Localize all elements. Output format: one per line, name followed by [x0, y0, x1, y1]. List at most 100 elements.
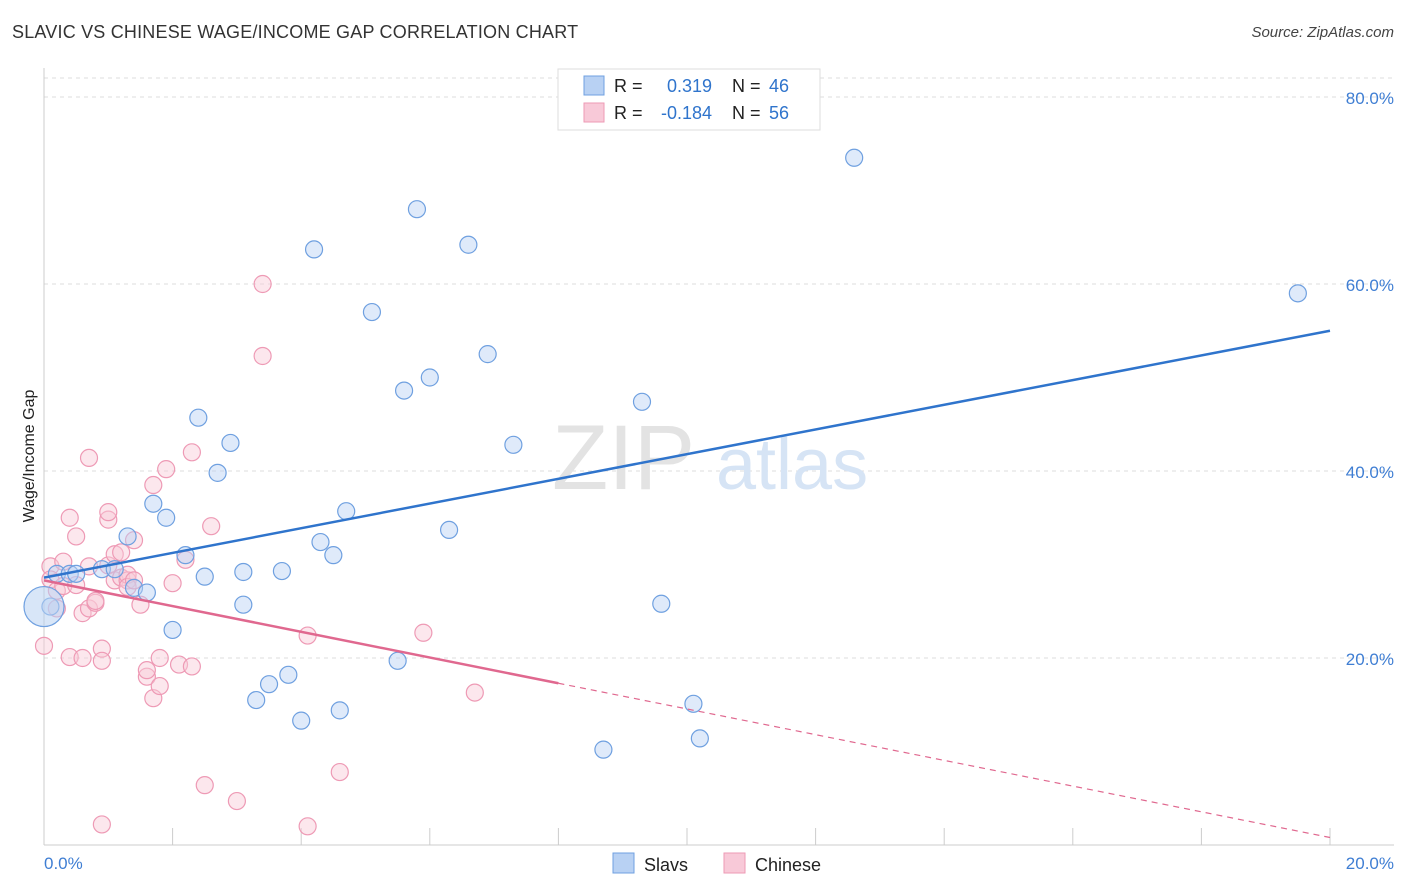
chart-title: SLAVIC VS CHINESE WAGE/INCOME GAP CORREL… — [12, 22, 579, 42]
y-axis-label: Wage/Income Gap — [21, 390, 38, 523]
chinese-point-31 — [124, 571, 144, 590]
chinese-point-8 — [60, 647, 79, 667]
slavs-point-39 — [632, 392, 652, 411]
watermark-atlas: atlas — [716, 425, 868, 505]
chinese-point-46 — [195, 776, 214, 795]
chinese-point-23 — [99, 503, 118, 522]
slavs-point-43 — [845, 148, 864, 167]
chinese-point-21 — [99, 510, 118, 529]
legend-slavs-n-value: 46 — [769, 76, 789, 96]
slavs-point-25 — [311, 532, 330, 552]
chinese-point-0 — [34, 636, 54, 655]
chinese-point-55 — [465, 683, 484, 702]
chinese-point-20 — [92, 815, 111, 834]
y-axis-tick-labels: 20.0% 40.0% 60.0% 80.0% — [1346, 89, 1394, 669]
slavs-point-8 — [137, 583, 156, 602]
x-tick-label-max: 20.0% — [1346, 854, 1394, 873]
chinese-point-53 — [330, 762, 349, 782]
chinese-point-17 — [86, 591, 105, 611]
slavs-point-34 — [439, 520, 459, 540]
chinese-point-45 — [182, 657, 201, 676]
chinese-point-54 — [414, 623, 433, 642]
slavs-point-24 — [304, 240, 324, 259]
legend-slavs-r-label: R = — [614, 76, 643, 96]
chinese-point-11 — [73, 648, 92, 668]
legend-chinese-n-value: 56 — [769, 103, 789, 123]
slavs-point-9 — [144, 494, 163, 513]
chinese-point-40 — [157, 460, 176, 479]
chinese-point-38 — [150, 676, 169, 696]
y-tick-label-80: 80.0% — [1346, 89, 1394, 108]
chinese-point-50 — [253, 274, 272, 294]
slavs-point-35 — [459, 235, 478, 254]
legend-bottom-chinese-swatch — [723, 852, 746, 874]
chinese-point-7 — [60, 508, 79, 527]
slavs-point-20 — [259, 675, 279, 694]
slavs-point-28 — [337, 502, 356, 521]
x-axis-ticks — [43, 828, 1331, 845]
slavs-point-10 — [157, 508, 176, 527]
slavs-point-6 — [118, 527, 137, 546]
slavs-point-22 — [279, 665, 298, 684]
legend-bottom-chinese-label: Chinese — [755, 855, 821, 875]
slavs-point-31 — [394, 381, 414, 400]
slavs-point-3 — [67, 564, 86, 583]
slavs-point-42 — [690, 729, 709, 748]
slavs-point-21 — [272, 561, 292, 581]
series-chinese-points — [34, 274, 484, 836]
legend-bottom-slavs-label: Slavs — [644, 855, 688, 875]
chinese-point-48 — [227, 791, 246, 811]
slavs-point-29 — [362, 302, 382, 322]
slavs-point-11 — [163, 620, 182, 640]
chinese-trend-line — [43, 579, 559, 685]
slavs-point-18 — [234, 595, 253, 614]
chinese-point-19 — [92, 651, 111, 670]
legend-chinese-n-label: N = — [732, 103, 761, 123]
legend-slavs-n-label: N = — [732, 76, 761, 96]
chinese-point-39 — [150, 648, 169, 668]
slavs-point-45 — [23, 585, 65, 628]
legend-top: R = 0.319 N = 46 R = -0.184 N = 56 — [557, 68, 821, 131]
slavs-point-44 — [1288, 284, 1307, 303]
chinese-point-26 — [112, 543, 131, 562]
slavs-point-19 — [247, 690, 266, 710]
slavs-point-14 — [195, 567, 214, 586]
y-tick-label-60: 60.0% — [1346, 276, 1394, 295]
chinese-point-24 — [105, 545, 124, 564]
slavs-point-38 — [594, 740, 613, 759]
slavs-point-23 — [292, 711, 311, 730]
slavs-trend-line — [43, 329, 1331, 579]
y-tick-label-40: 40.0% — [1346, 463, 1394, 482]
chinese-point-47 — [202, 517, 221, 536]
slavs-point-15 — [208, 463, 227, 482]
chinese-point-37 — [144, 475, 163, 495]
legend-bottom-slavs-swatch — [612, 852, 635, 874]
chinese-point-30 — [118, 577, 137, 597]
y-tick-label-20: 20.0% — [1346, 650, 1394, 669]
slavs-point-36 — [478, 345, 497, 364]
chinese-point-35 — [137, 661, 156, 680]
legend-slavs-r-value: 0.319 — [667, 76, 712, 96]
chinese-point-49 — [253, 346, 272, 366]
slavs-point-32 — [407, 200, 427, 219]
chart-source: Source: ZipAtlas.com — [1251, 24, 1394, 41]
slavs-point-41 — [684, 694, 703, 713]
legend-slavs-swatch — [583, 75, 605, 96]
trend-lines — [43, 329, 1331, 839]
chinese-point-51 — [298, 817, 317, 836]
slavs-point-13 — [189, 408, 208, 427]
slavs-point-37 — [504, 435, 523, 454]
chinese-point-44 — [182, 443, 201, 462]
chinese-point-9 — [67, 527, 86, 546]
slavs-point-40 — [652, 594, 671, 613]
chinese-point-14 — [79, 448, 99, 468]
slavs-point-30 — [388, 651, 407, 670]
slavs-point-26 — [324, 546, 343, 565]
legend-chinese-swatch — [583, 102, 605, 123]
legend-bottom: Slavs Chinese — [612, 852, 821, 875]
chinese-point-41 — [163, 574, 182, 593]
legend-chinese-r-label: R = — [614, 103, 643, 123]
x-tick-label-min: 0.0% — [44, 854, 83, 873]
chinese-point-34 — [137, 667, 156, 686]
chinese-point-28 — [118, 571, 137, 590]
